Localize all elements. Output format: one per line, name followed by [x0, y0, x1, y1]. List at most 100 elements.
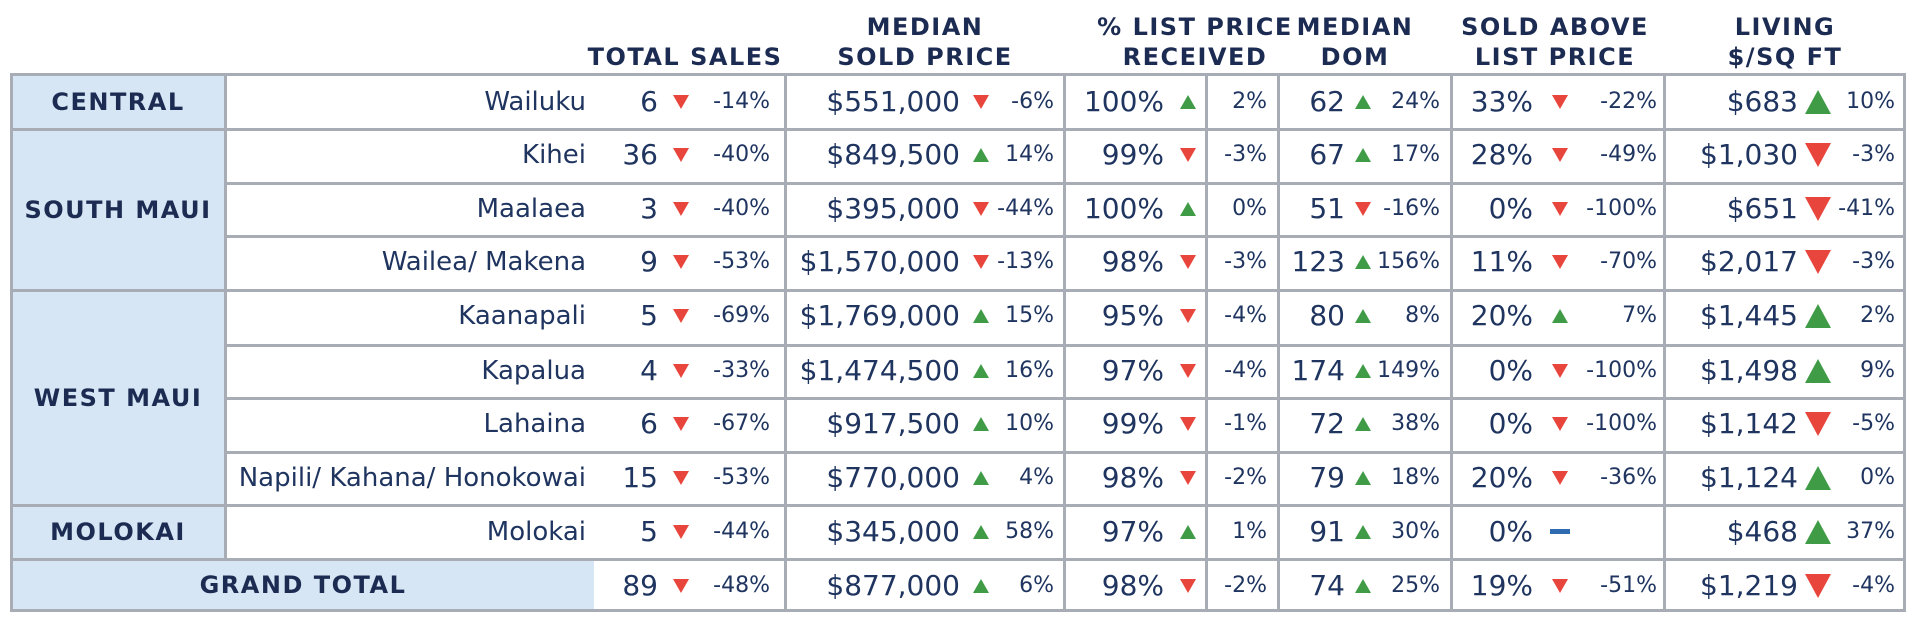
- lp-trend-cell: [1175, 289, 1201, 342]
- sales-cell: 6: [640, 407, 658, 440]
- down-arrow-icon: [1180, 308, 1196, 323]
- above-chg-cell: -100%: [1586, 196, 1657, 221]
- sales-chg-cell: -14%: [713, 89, 770, 114]
- down-arrow-icon: [1552, 578, 1568, 593]
- price-cell: $1,570,000: [799, 245, 960, 278]
- sqft-chg-cell: -3%: [1852, 249, 1895, 274]
- down-arrow-icon: [1805, 196, 1831, 221]
- header-sold-above-list: SOLD ABOVE LIST PRICE: [1440, 6, 1670, 72]
- dom-trend-cell: [1350, 289, 1376, 342]
- sqft-trend-cell: [1803, 344, 1833, 397]
- region-central: CENTRAL: [12, 75, 224, 128]
- up-arrow-icon: [1355, 308, 1371, 323]
- up-arrow-icon: [1180, 201, 1196, 216]
- area-cell: Wailea/ Makena: [381, 246, 586, 277]
- area-cell: Kapalua: [481, 355, 586, 386]
- down-arrow-icon: [1552, 363, 1568, 378]
- header-median-sold-price-line2: SOLD PRICE: [837, 43, 1013, 71]
- lp-chg-cell: -4%: [1224, 303, 1267, 328]
- down-arrow-icon: [673, 416, 689, 431]
- column-divider: [1277, 73, 1280, 612]
- header-median-sold-price-line1: MEDIAN: [866, 13, 984, 41]
- sales-chg-cell: -48%: [713, 573, 770, 598]
- sqft-cell: $1,124: [1700, 461, 1798, 494]
- sqft-cell: $651: [1726, 192, 1798, 225]
- price-cell: $345,000: [826, 515, 960, 548]
- header-living-sqft-line2: $/SQ FT: [1727, 43, 1843, 71]
- up-arrow-icon: [1805, 519, 1831, 544]
- lp-cell: 97%: [1101, 354, 1164, 387]
- sqft-cell: $1,030: [1700, 138, 1798, 171]
- up-arrow-icon: [1355, 363, 1371, 378]
- price-trend-cell: [968, 75, 994, 128]
- down-arrow-icon: [673, 470, 689, 485]
- header-sold-above-list-line2: LIST PRICE: [1474, 43, 1636, 71]
- above-cell: 28%: [1470, 138, 1533, 171]
- dom-chg-cell: 30%: [1391, 519, 1440, 544]
- area-cell: Napili/ Kahana/ Honokowai: [238, 462, 586, 493]
- down-arrow-icon: [1355, 201, 1371, 216]
- sales-cell: 89: [622, 569, 658, 602]
- above-cell: 0%: [1488, 192, 1533, 225]
- down-arrow-icon: [673, 94, 689, 109]
- price-chg-cell: -6%: [1011, 89, 1054, 114]
- sqft-cell: $2,017: [1700, 245, 1798, 278]
- above-cell: 20%: [1470, 299, 1533, 332]
- above-trend-cell: [1547, 289, 1573, 342]
- down-arrow-icon: [1805, 142, 1831, 167]
- down-arrow-icon: [1805, 573, 1831, 598]
- above-chg-cell: [1575, 505, 1657, 558]
- up-arrow-icon: [1355, 578, 1371, 593]
- above-trend-cell: [1547, 182, 1573, 235]
- above-cell: 0%: [1488, 354, 1533, 387]
- dom-trend-cell: [1350, 235, 1376, 288]
- area-cell: Wailuku: [484, 86, 586, 117]
- up-arrow-icon: [973, 470, 989, 485]
- price-chg-cell: -44%: [997, 196, 1054, 221]
- sales-chg-cell: -67%: [713, 411, 770, 436]
- above-chg-cell: -51%: [1600, 573, 1657, 598]
- dom-cell: 174: [1291, 354, 1345, 387]
- sqft-cell: $683: [1726, 85, 1798, 118]
- sales-cell: 9: [640, 245, 658, 278]
- region-south-maui: SOUTH MAUI: [12, 130, 224, 290]
- header-list-price-received-line1: % LIST PRICE: [1097, 13, 1293, 41]
- column-divider: [1450, 73, 1453, 612]
- lp-trend-cell: [1175, 235, 1201, 288]
- sqft-chg-cell: 10%: [1846, 89, 1895, 114]
- dom-cell: 79: [1309, 461, 1345, 494]
- lp-trend-cell: [1175, 128, 1201, 181]
- region-molokai: MOLOKAI: [12, 506, 224, 558]
- lp-trend-cell: [1175, 451, 1201, 504]
- dom-chg-cell: 18%: [1391, 465, 1440, 490]
- price-cell: $770,000: [826, 461, 960, 494]
- dom-trend-cell: [1350, 344, 1376, 397]
- sqft-trend-cell: [1803, 289, 1833, 342]
- down-arrow-icon: [673, 308, 689, 323]
- above-chg-cell: -22%: [1600, 89, 1657, 114]
- dom-trend-cell: [1350, 505, 1376, 558]
- table-left-border: [10, 73, 13, 612]
- lp-chg-cell: -4%: [1224, 358, 1267, 383]
- lp-chg-cell: -1%: [1224, 411, 1267, 436]
- row-divider: [10, 289, 1905, 292]
- table-top-border: [10, 73, 1905, 76]
- sales-trend-cell: [668, 182, 694, 235]
- dom-trend-cell: [1350, 75, 1376, 128]
- up-arrow-icon: [973, 308, 989, 323]
- sales-trend-cell: [668, 559, 694, 612]
- down-arrow-icon: [673, 578, 689, 593]
- dom-cell: 91: [1309, 515, 1345, 548]
- dom-cell: 51: [1309, 192, 1345, 225]
- dom-chg-cell: -16%: [1383, 196, 1440, 221]
- dom-trend-cell: [1350, 451, 1376, 504]
- sales-chg-cell: -40%: [713, 142, 770, 167]
- dom-trend-cell: [1350, 559, 1376, 612]
- sales-chg-cell: -53%: [713, 249, 770, 274]
- sqft-trend-cell: [1803, 128, 1833, 181]
- price-trend-cell: [968, 235, 994, 288]
- lp-chg-cell: -3%: [1224, 142, 1267, 167]
- up-arrow-icon: [1355, 470, 1371, 485]
- sales-cell: 3: [640, 192, 658, 225]
- sales-trend-cell: [668, 344, 694, 397]
